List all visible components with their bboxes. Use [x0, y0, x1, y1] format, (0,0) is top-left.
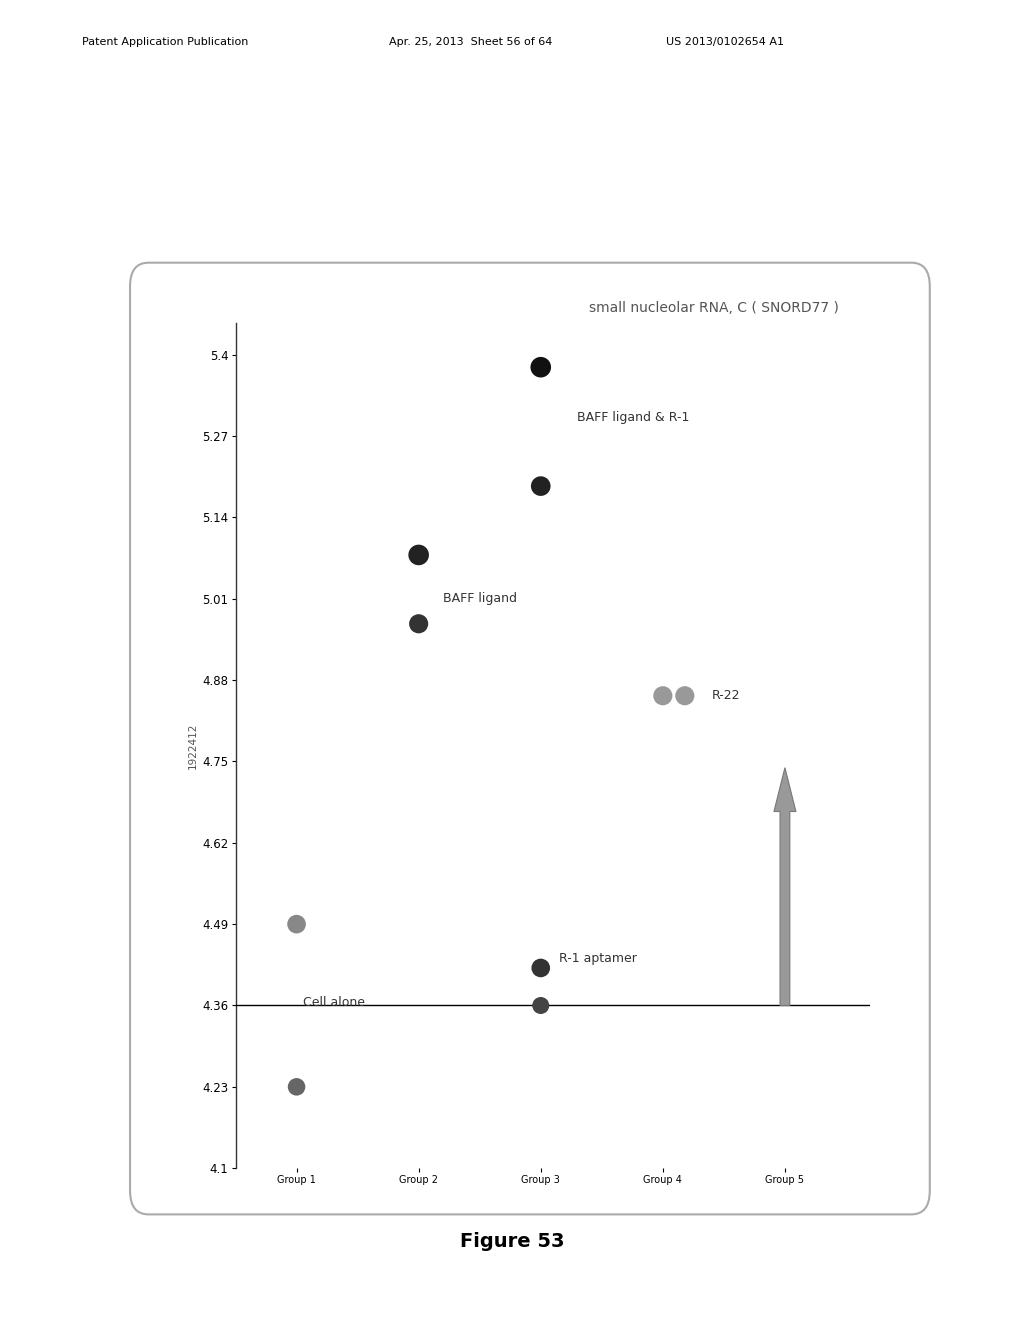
Text: R-1 aptamer: R-1 aptamer [559, 952, 637, 965]
Text: Patent Application Publication: Patent Application Publication [82, 37, 248, 48]
Point [289, 913, 305, 935]
Point [532, 475, 549, 496]
Point [532, 957, 549, 978]
Point [532, 356, 549, 378]
Text: BAFF ligand: BAFF ligand [443, 593, 517, 606]
Text: Figure 53: Figure 53 [460, 1233, 564, 1251]
Point [289, 1076, 305, 1097]
Point [654, 685, 671, 706]
Polygon shape [774, 768, 796, 1006]
Point [411, 544, 427, 565]
Text: R-22: R-22 [712, 689, 740, 702]
Text: BAFF ligand & R-1: BAFF ligand & R-1 [578, 411, 690, 424]
Text: Cell alone: Cell alone [303, 995, 365, 1008]
Y-axis label: 1922412: 1922412 [188, 722, 199, 770]
Point [411, 614, 427, 635]
Text: Apr. 25, 2013  Sheet 56 of 64: Apr. 25, 2013 Sheet 56 of 64 [389, 37, 553, 48]
Text: US 2013/0102654 A1: US 2013/0102654 A1 [666, 37, 783, 48]
Text: small nucleolar RNA, C ( SNORD77 ): small nucleolar RNA, C ( SNORD77 ) [589, 301, 839, 315]
Point [532, 995, 549, 1016]
Point [677, 685, 693, 706]
